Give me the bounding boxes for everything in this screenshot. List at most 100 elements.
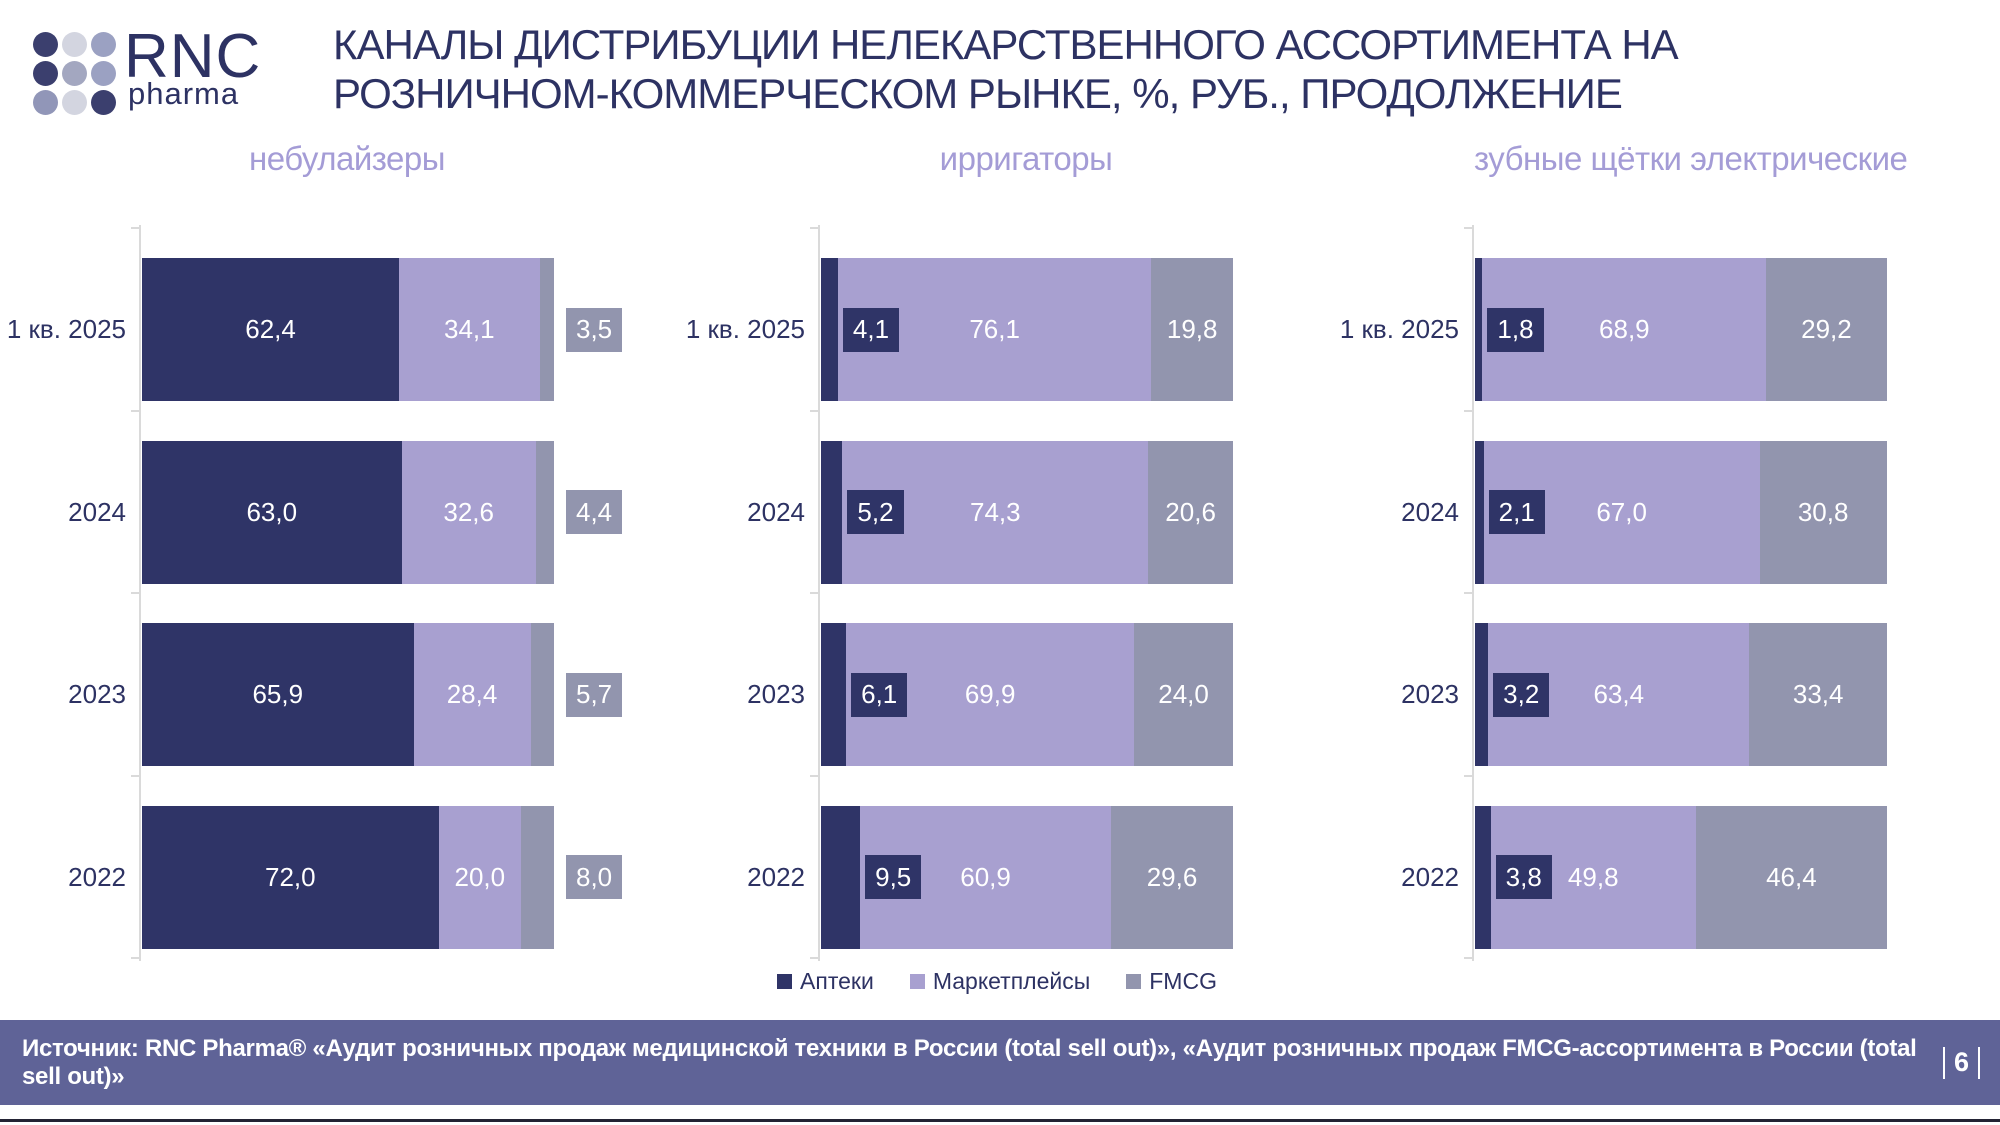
bar-track: 62,4 34,1 3,5 <box>142 258 623 401</box>
bar-track: 5,2 74,3 20,6 <box>821 440 1233 584</box>
logo-dot-icon <box>33 90 58 115</box>
bar-segment-apteki: 63,0 <box>142 440 402 584</box>
page-number: 6 <box>1942 1046 1980 1079</box>
chart-electric-toothbrushes: зубные щётки электрические 1 кв. 2025 1,8… <box>1340 140 1961 1020</box>
logo-brand-text: RNC <box>124 22 262 91</box>
page-number-value: 6 <box>1953 1047 1969 1077</box>
row-label: 2024 <box>1401 496 1459 527</box>
source-text: Источник: RNC Pharma® «Аудит розничных п… <box>22 1034 1917 1090</box>
axis-tick <box>1464 227 1474 229</box>
row-label: 2022 <box>747 861 805 892</box>
bar-value-callout: 2,1 <box>1488 490 1545 534</box>
bar-segment-marketplaces: 20,0 <box>438 805 522 949</box>
bar-value-callout: 4,1 <box>842 307 900 352</box>
logo-dot-icon <box>33 61 58 86</box>
bar-value-callout: 3,2 <box>1493 672 1550 717</box>
bar-segment-fmcg: 29,6 <box>1111 805 1233 949</box>
logo-dots <box>33 32 116 115</box>
bar-segment-marketplaces: 69,9 <box>846 623 1135 766</box>
row-label: 2024 <box>68 496 126 527</box>
chart-irrigators: ирригаторы 1 кв. 2025 4,1 76,1 19,8 2024 5,2 7… <box>686 140 1307 1020</box>
bar-segment-fmcg: 33,4 <box>1749 623 1887 766</box>
plot-area: 1 кв. 2025 4,1 76,1 19,8 2024 5,2 74,3 20,6 2023… <box>686 225 1233 961</box>
bar-segment-marketplaces: 32,6 <box>401 440 536 584</box>
logo-dot-icon <box>91 32 116 57</box>
axis-tick <box>810 409 820 412</box>
logo-dot-icon <box>91 90 116 115</box>
bar-segment-fmcg <box>539 258 554 401</box>
bar-track: 72,0 20,0 8,0 <box>142 805 623 949</box>
axis-tick <box>1464 957 1474 959</box>
bar-segment-fmcg: 19,8 <box>1151 258 1233 401</box>
bar-segment-fmcg <box>535 440 554 584</box>
bar-value-callout: 4,4 <box>566 490 623 534</box>
bar-segment-apteki <box>821 805 861 949</box>
bar-segment-fmcg: 20,6 <box>1148 440 1233 584</box>
bar-value-callout: 5,2 <box>847 490 904 534</box>
bar-track: 4,1 76,1 19,8 <box>821 258 1233 401</box>
logo-dot-icon <box>33 32 58 57</box>
bar-track: 3,2 63,4 33,4 <box>1475 623 1887 766</box>
bar-segment-apteki <box>821 258 838 401</box>
bar-track: 3,8 49,8 46,4 <box>1475 805 1887 949</box>
logo-sub-text: pharma <box>128 76 240 111</box>
logo-dot-icon <box>91 61 116 86</box>
bar-segment-fmcg: 46,4 <box>1695 805 1887 949</box>
legend-item-fmcg: FMCG <box>1126 968 1217 995</box>
axis-tick <box>810 227 820 229</box>
footer: Источник: RNC Pharma® «Аудит розничных п… <box>0 1020 2000 1105</box>
apteki-swatch-icon <box>777 974 793 989</box>
bar-track: 9,5 60,9 29,6 <box>821 805 1233 949</box>
chart-nebulizers: небулайзеры 1 кв. 2025 62,4 34,1 3,5 2024 63,… <box>7 140 628 1020</box>
chart-title: ирригаторы <box>939 140 1113 177</box>
axis-tick <box>810 774 820 777</box>
bar-segment-fmcg: 24,0 <box>1134 623 1233 766</box>
bar-track: 6,1 69,9 24,0 <box>821 623 1233 766</box>
page-title-line1: КАНАЛЫ ДИСТРИБУЦИИ НЕЛЕКАРСТВЕННОГО АССО… <box>333 21 1679 68</box>
bar-value-callout: 8,0 <box>566 855 623 899</box>
axis-tick <box>810 592 820 594</box>
bar-value-callout: 5,7 <box>566 672 623 717</box>
row-label: 1 кв. 2025 <box>685 314 805 344</box>
page-title: КАНАЛЫ ДИСТРИБУЦИИ НЕЛЕКАРСТВЕННОГО АССО… <box>333 20 1733 118</box>
bar-value-callout: 3,8 <box>1495 855 1552 899</box>
fmcg-swatch-icon <box>1126 974 1142 989</box>
legend-item-apteki: Аптеки <box>777 968 874 995</box>
bar-segment-apteki <box>821 440 843 584</box>
bar-value-callout: 3,5 <box>566 307 623 352</box>
bar-segment-marketplaces: 76,1 <box>837 258 1152 401</box>
row-label: 2024 <box>747 496 805 527</box>
bar-track: 65,9 28,4 5,7 <box>142 623 623 766</box>
page-title-line2: РОЗНИЧНОМ-КОММЕРЧЕСКОМ РЫНКЕ, %, РУБ., П… <box>333 70 1623 117</box>
legend-label: Маркетплейсы <box>932 968 1091 994</box>
axis-tick <box>1464 409 1474 412</box>
bar-segment-apteki <box>1475 258 1483 401</box>
row-label: 2023 <box>68 679 126 709</box>
page-number-divider <box>1978 1046 1980 1079</box>
chart-title: небулайзеры <box>249 140 445 177</box>
plot-area: 1 кв. 2025 1,8 68,9 29,2 2024 2,1 67,0 30,8 2023… <box>1340 225 1887 961</box>
row-label: 1 кв. 2025 <box>1339 314 1459 344</box>
bar-segment-fmcg <box>521 805 554 949</box>
legend-item-marketplaces: Маркетплейсы <box>909 968 1091 995</box>
bar-segment-fmcg: 29,2 <box>1766 258 1887 401</box>
axis-tick <box>131 227 141 229</box>
logo-dot-icon <box>62 90 87 115</box>
bar-track: 1,8 68,9 29,2 <box>1475 258 1887 401</box>
row-label: 2022 <box>68 861 126 892</box>
chart-title: зубные щётки электрические <box>1474 140 1908 177</box>
bottom-edge-line <box>0 1119 2000 1122</box>
bar-segment-apteki: 72,0 <box>142 805 439 949</box>
logo-dot-icon <box>62 61 87 86</box>
legend-label: FMCG <box>1149 968 1217 994</box>
bar-track: 2,1 67,0 30,8 <box>1475 440 1887 584</box>
row-label: 2023 <box>747 679 805 709</box>
row-label: 1 кв. 2025 <box>6 314 126 344</box>
bar-segment-fmcg <box>530 623 554 766</box>
legend-label: Аптеки <box>800 968 874 994</box>
bar-segment-apteki <box>1475 805 1491 949</box>
bar-segment-apteki: 62,4 <box>142 258 400 401</box>
axis-tick <box>131 409 141 412</box>
rnc-pharma-logo: RNC pharma <box>33 26 261 115</box>
